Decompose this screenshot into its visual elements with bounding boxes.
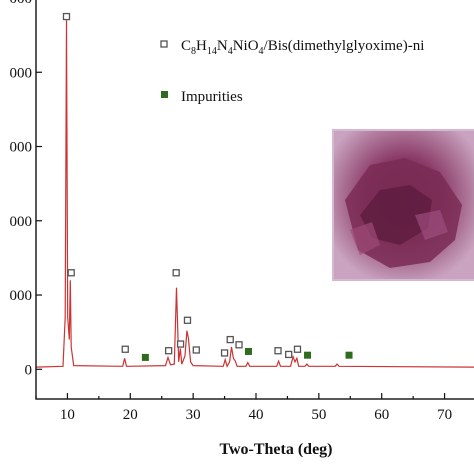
matched-peak-markers (62, 12, 302, 359)
legend-marker-matched (160, 40, 168, 48)
sample-photo (332, 129, 474, 281)
matched-peak-marker (62, 12, 71, 21)
matched-peak-marker (293, 345, 302, 353)
impurity-peak-marker (345, 351, 353, 359)
x-axis-ticks: 10 20 30 40 50 60 70 (35, 393, 452, 423)
x-tick-label: 50 (311, 407, 326, 423)
x-tick-label: 10 (60, 407, 75, 423)
x-tick-label: 40 (249, 407, 264, 423)
matched-peak-marker (172, 269, 180, 277)
y-tick-label: 000 (10, 140, 33, 156)
matched-peak-marker (164, 347, 173, 355)
impurity-peak-markers (141, 347, 353, 361)
legend-label-impurities: Impurities (181, 89, 243, 105)
y-tick-label: 000 (10, 214, 33, 230)
x-tick-label: 70 (437, 407, 452, 423)
x-tick-label: 30 (186, 407, 201, 423)
matched-peak-marker (235, 341, 243, 349)
matched-peak-marker (226, 335, 234, 344)
legend: C8H14N4NiO4/Bis(dimethylglyoxime)-ni Imp… (160, 38, 424, 105)
x-tick-label: 60 (374, 407, 389, 423)
impurity-peak-marker (304, 351, 312, 359)
matched-peak-marker (192, 346, 200, 354)
y-axis-ticks: 0000000000000000 (10, 0, 42, 378)
legend-marker-impurities (161, 91, 168, 98)
impurity-peak-marker (141, 353, 149, 361)
matched-peak-marker (67, 269, 75, 277)
plot-frame (35, 0, 474, 400)
matched-peak-marker (121, 345, 129, 353)
y-tick-label: 000 (10, 0, 33, 7)
y-tick-label: 000 (10, 65, 33, 81)
x-axis-label: Two-Theta (deg) (219, 441, 332, 458)
y-tick-label: 0 (25, 362, 33, 378)
impurity-peak-marker (244, 347, 252, 355)
xrd-pattern-line (35, 20, 474, 368)
matched-peak-marker (176, 340, 185, 348)
matched-peak-marker (183, 316, 192, 324)
legend-label-matched: C8H14N4NiO4/Bis(dimethylglyoxime)-ni (181, 38, 424, 57)
y-tick-label: 000 (10, 288, 33, 304)
x-tick-label: 20 (123, 407, 138, 423)
matched-peak-marker (285, 350, 293, 359)
matched-peak-marker (274, 347, 282, 355)
matched-peak-marker (220, 349, 229, 357)
